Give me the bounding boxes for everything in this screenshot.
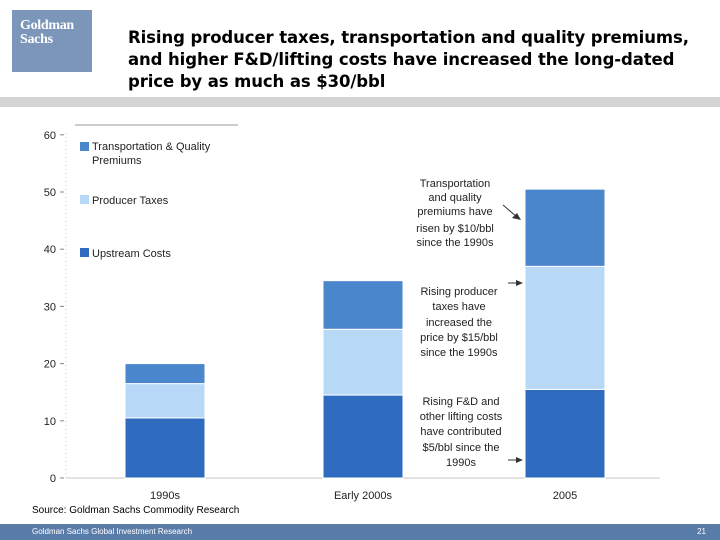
bar-transport-3 [524, 188, 606, 267]
y-tick-label: 50 [44, 187, 56, 199]
legend-label-producer: Producer Taxes [92, 195, 169, 207]
annotation-transport-line-3: premiums have [417, 206, 492, 218]
annotation-upstream-line-5: 1990s [446, 457, 476, 469]
annotation-upstream-line-1: Rising F&D and [422, 396, 499, 408]
bar-transport-2 [322, 280, 404, 330]
bar-transport-1 [124, 363, 206, 385]
annotation-transport-line-4: risen by $10/bbl [416, 223, 494, 235]
bar-producer-3 [524, 265, 606, 390]
legend-swatch-upstream [80, 248, 89, 257]
bar-producer-1 [124, 383, 206, 419]
footer-text: Goldman Sachs Global Investment Research [32, 527, 193, 536]
y-tick-label: 0 [50, 473, 56, 485]
x-tick-label: 1990s [150, 490, 180, 502]
annotation-producer-line-1: Rising producer [420, 286, 497, 298]
annotation-producer-line-4: price by $15/bbl [420, 332, 498, 344]
legend-swatch-transport [80, 142, 89, 151]
annotation-producer-line-3: increased the [426, 317, 492, 329]
page-number: 21 [697, 527, 706, 536]
annotation-producer-line-5: since the 1990s [420, 347, 498, 359]
bar-upstream-2 [322, 394, 404, 479]
annotation-upstream: Rising F&D and other lifting costs have … [420, 396, 503, 469]
legend-swatch-producer [80, 195, 89, 204]
annotation-producer-arrowhead [516, 280, 523, 286]
logo-line-2: Sachs [20, 32, 53, 47]
bar-upstream-1 [124, 417, 206, 479]
annotation-transport-arrow [502, 204, 518, 218]
annotation-upstream-line-4: $5/bbl since the [422, 442, 499, 454]
page-title: Rising producer taxes, transportation an… [128, 28, 689, 91]
annotation-upstream-arrowhead [516, 457, 523, 463]
annotation-producer-line-2: taxes have [432, 301, 485, 313]
legend-label-upstream: Upstream Costs [92, 248, 171, 260]
y-tick-label: 40 [44, 244, 56, 256]
y-tick-label: 30 [44, 301, 56, 313]
bar-producer-2 [322, 328, 404, 396]
header-band [0, 97, 720, 107]
annotation-transport-arrowhead [512, 213, 521, 220]
annotation-transport: Transportation and quality premiums have… [416, 178, 494, 249]
footer-bar: Goldman Sachs Global Investment Research… [0, 524, 720, 540]
bar-upstream-3 [524, 388, 606, 479]
goldman-sachs-logo: Goldman Sachs [12, 10, 92, 72]
legend-label-transport-1: Transportation & Quality [92, 141, 211, 153]
x-tick-label: Early 2000s [334, 490, 393, 502]
y-tick-label: 60 [44, 130, 56, 142]
annotation-transport-line-2: and quality [428, 192, 482, 204]
y-tick-label: 20 [44, 359, 56, 371]
annotation-transport-line-1: Transportation [420, 178, 491, 190]
annotation-upstream-line-3: have contributed [420, 426, 501, 438]
annotation-upstream-line-2: other lifting costs [420, 411, 503, 423]
source-note: Source: Goldman Sachs Commodity Research [32, 505, 240, 516]
annotation-producer: Rising producer taxes have increased the… [420, 286, 498, 359]
logo-line-1: Goldman [20, 18, 74, 33]
y-tick-label: 10 [44, 416, 56, 428]
x-tick-label: 2005 [553, 490, 577, 502]
annotation-transport-line-5: since the 1990s [416, 237, 494, 249]
legend-label-transport-2: Premiums [92, 155, 142, 167]
